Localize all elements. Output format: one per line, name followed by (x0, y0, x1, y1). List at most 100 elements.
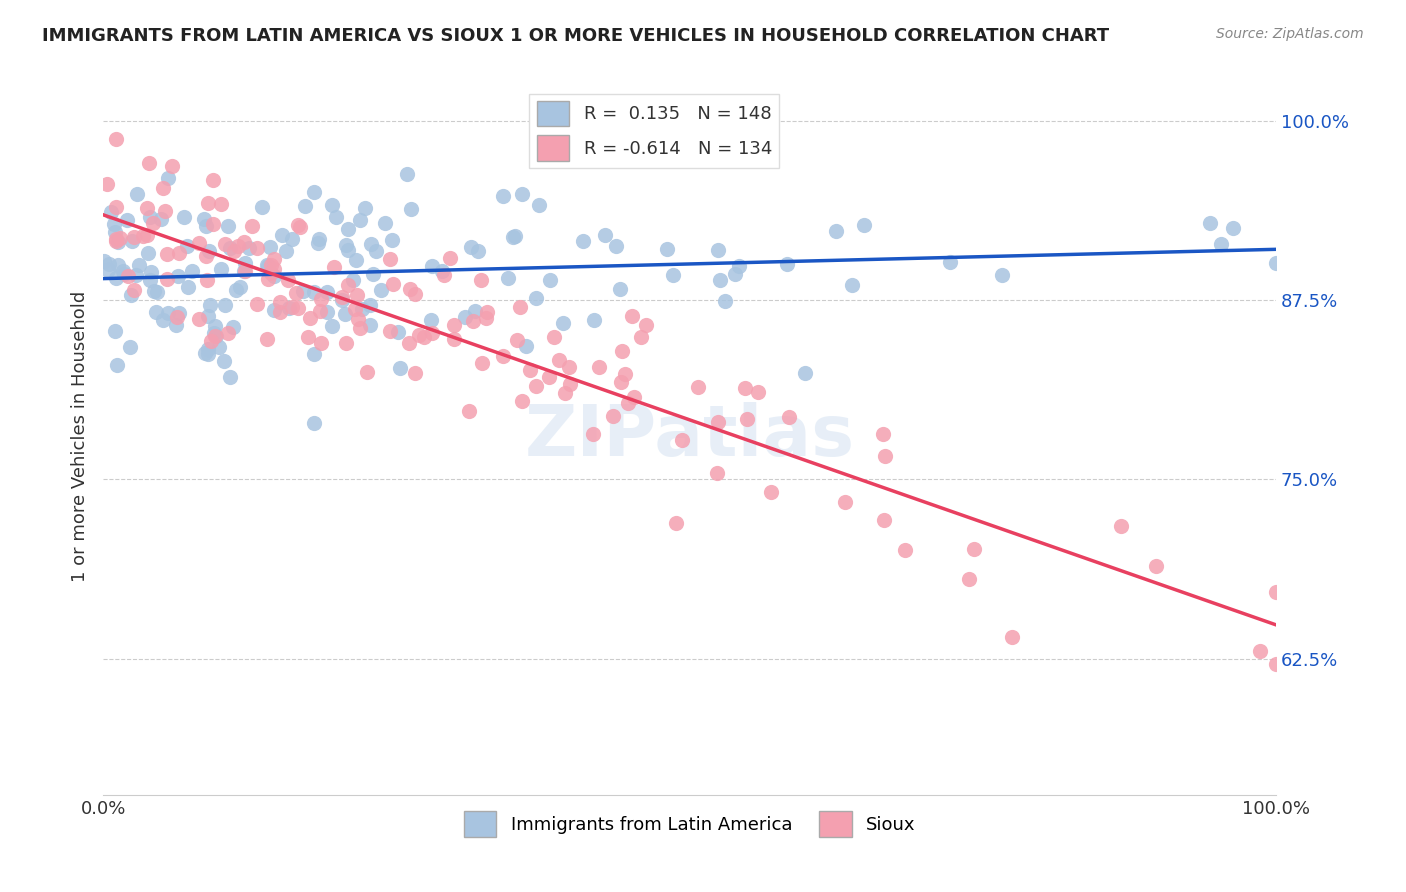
Point (412, 330, 434, 344)
Point (226, 239, 249, 253)
Point (120, 340, 142, 354)
Point (617, 396, 640, 410)
Point (177, 280, 200, 294)
Point (1199, 216, 1222, 230)
Point (263, 268, 285, 283)
Point (166, 268, 188, 283)
Point (420, 260, 443, 274)
Point (246, 296, 269, 310)
Point (287, 301, 309, 315)
Point (374, 216, 396, 230)
Point (496, 271, 519, 285)
Point (165, 318, 187, 333)
Point (330, 290, 353, 304)
Point (381, 233, 404, 247)
Point (723, 268, 745, 282)
Point (519, 362, 541, 376)
Point (302, 347, 325, 361)
Point (359, 318, 381, 333)
Point (538, 369, 561, 384)
Point (471, 356, 494, 370)
Point (359, 298, 381, 312)
Point (938, 254, 960, 268)
Point (167, 306, 190, 320)
Point (297, 329, 319, 343)
Point (112, 267, 135, 281)
Point (103, 217, 125, 231)
Point (553, 316, 575, 330)
Point (187, 236, 209, 251)
Point (105, 358, 128, 372)
Point (259, 258, 281, 272)
Point (135, 202, 157, 216)
Point (98, 257, 121, 271)
Point (256, 260, 278, 274)
Point (270, 227, 292, 242)
Point (346, 312, 368, 326)
Point (634, 318, 657, 332)
Point (1109, 519, 1132, 533)
Point (217, 219, 239, 233)
Point (688, 379, 710, 393)
Point (853, 218, 876, 232)
Point (117, 269, 139, 284)
Point (100, 204, 122, 219)
Point (336, 222, 359, 236)
Point (422, 326, 444, 340)
Point (198, 244, 221, 258)
Point (104, 225, 127, 239)
Point (105, 132, 128, 146)
Point (139, 273, 162, 287)
Point (141, 265, 163, 279)
Point (107, 235, 129, 250)
Point (873, 450, 896, 464)
Point (202, 172, 225, 186)
Point (105, 200, 128, 214)
Point (330, 293, 353, 308)
Point (269, 304, 291, 318)
Point (515, 339, 537, 353)
Point (558, 360, 581, 375)
Point (502, 230, 524, 244)
Point (157, 306, 180, 320)
Point (281, 232, 304, 246)
Point (281, 300, 304, 314)
Point (492, 189, 515, 203)
Point (342, 273, 364, 287)
Point (259, 240, 281, 254)
Point (214, 237, 236, 252)
Y-axis label: 1 or more Vehicles in Household: 1 or more Vehicles in Household (72, 291, 89, 582)
Point (277, 273, 299, 287)
Point (361, 267, 384, 281)
Point (294, 199, 316, 213)
Point (256, 332, 278, 346)
Point (353, 201, 375, 215)
Point (538, 273, 561, 287)
Point (747, 384, 769, 399)
Point (321, 198, 343, 212)
Point (321, 318, 343, 333)
Point (233, 264, 256, 278)
Point (460, 240, 482, 254)
Point (93, 253, 115, 268)
Point (304, 285, 326, 299)
Point (240, 219, 263, 233)
Point (477, 305, 499, 319)
Point (238, 241, 260, 255)
Point (713, 294, 735, 309)
Point (315, 305, 337, 319)
Point (110, 231, 132, 245)
Point (233, 264, 256, 278)
Point (122, 283, 145, 297)
Point (162, 159, 184, 173)
Point (250, 200, 273, 214)
Point (167, 246, 190, 260)
Point (623, 390, 645, 404)
Point (344, 253, 367, 268)
Point (200, 334, 222, 348)
Point (605, 238, 627, 252)
Point (554, 385, 576, 400)
Point (325, 210, 347, 224)
Point (195, 219, 218, 233)
Point (433, 268, 456, 282)
